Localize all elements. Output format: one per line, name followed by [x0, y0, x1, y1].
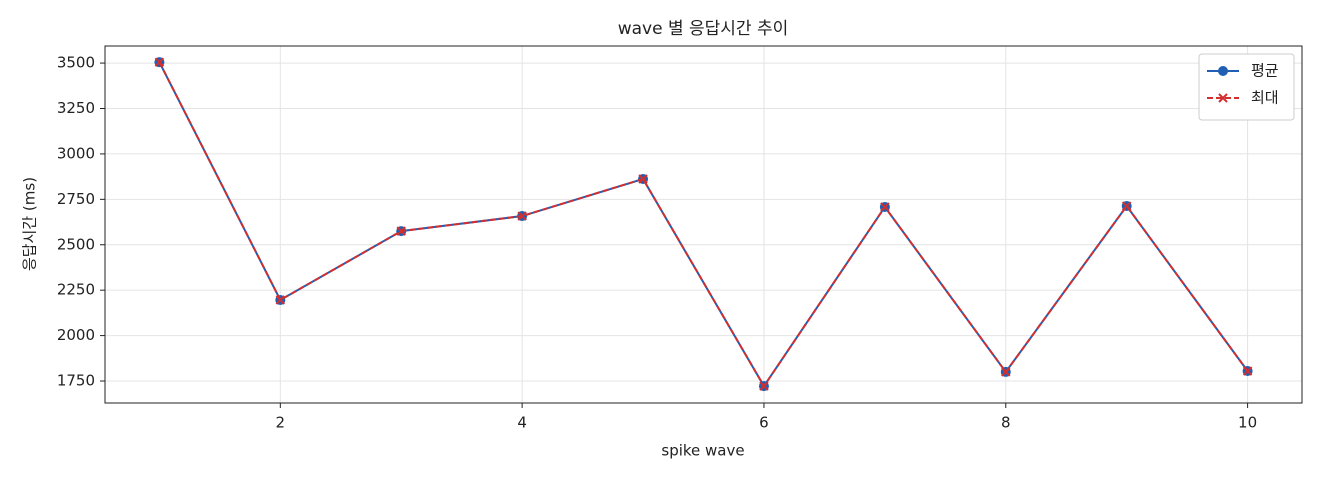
marker — [1242, 366, 1253, 376]
y-tick-label: 2750 — [57, 190, 95, 208]
y-tick-label: 3000 — [57, 144, 95, 162]
marker — [759, 381, 769, 391]
legend-marker — [1218, 93, 1228, 103]
x-tick-label: 10 — [1238, 414, 1257, 432]
x-tick-label: 2 — [276, 414, 286, 432]
chart-title: wave 별 응답시간 추이 — [618, 19, 789, 39]
y-tick-label: 1750 — [57, 372, 95, 390]
legend-box — [1198, 53, 1295, 121]
marker — [880, 202, 890, 212]
x-tick-label: 8 — [1001, 414, 1011, 432]
plot-frame — [104, 45, 1303, 404]
line — [158, 61, 1249, 388]
marker — [517, 211, 527, 221]
y-tick-label: 3250 — [57, 99, 95, 117]
marker — [396, 226, 406, 236]
marker — [1121, 201, 1132, 211]
x-axis-label: spike wave — [661, 442, 744, 460]
y-tick-label: 3500 — [57, 54, 95, 72]
marker — [275, 295, 286, 305]
marker — [154, 57, 165, 67]
line — [158, 61, 1249, 388]
y-tick-label: 2250 — [57, 281, 95, 299]
legend-label: 평균 — [1251, 62, 1279, 80]
legend-label: 최대 — [1251, 89, 1279, 107]
y-tick-label: 2000 — [57, 326, 95, 344]
y-axis-label: 응답시간 (ms) — [21, 177, 39, 271]
x-tick-label: 6 — [759, 414, 769, 432]
y-tick-label: 2500 — [57, 235, 95, 253]
legend-marker — [1218, 66, 1228, 76]
x-tick-label: 4 — [517, 414, 527, 432]
marker — [1001, 367, 1011, 377]
marker — [638, 174, 648, 184]
